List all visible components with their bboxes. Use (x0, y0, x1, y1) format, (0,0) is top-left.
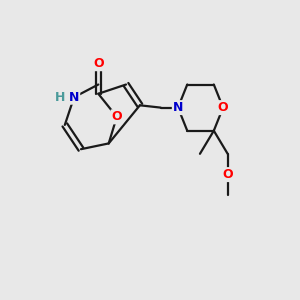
Text: N: N (173, 101, 183, 114)
Text: O: O (222, 168, 233, 181)
Text: O: O (93, 57, 104, 70)
Text: N: N (69, 91, 79, 104)
Text: O: O (218, 101, 228, 114)
Text: H: H (55, 91, 65, 104)
Text: O: O (112, 110, 122, 123)
